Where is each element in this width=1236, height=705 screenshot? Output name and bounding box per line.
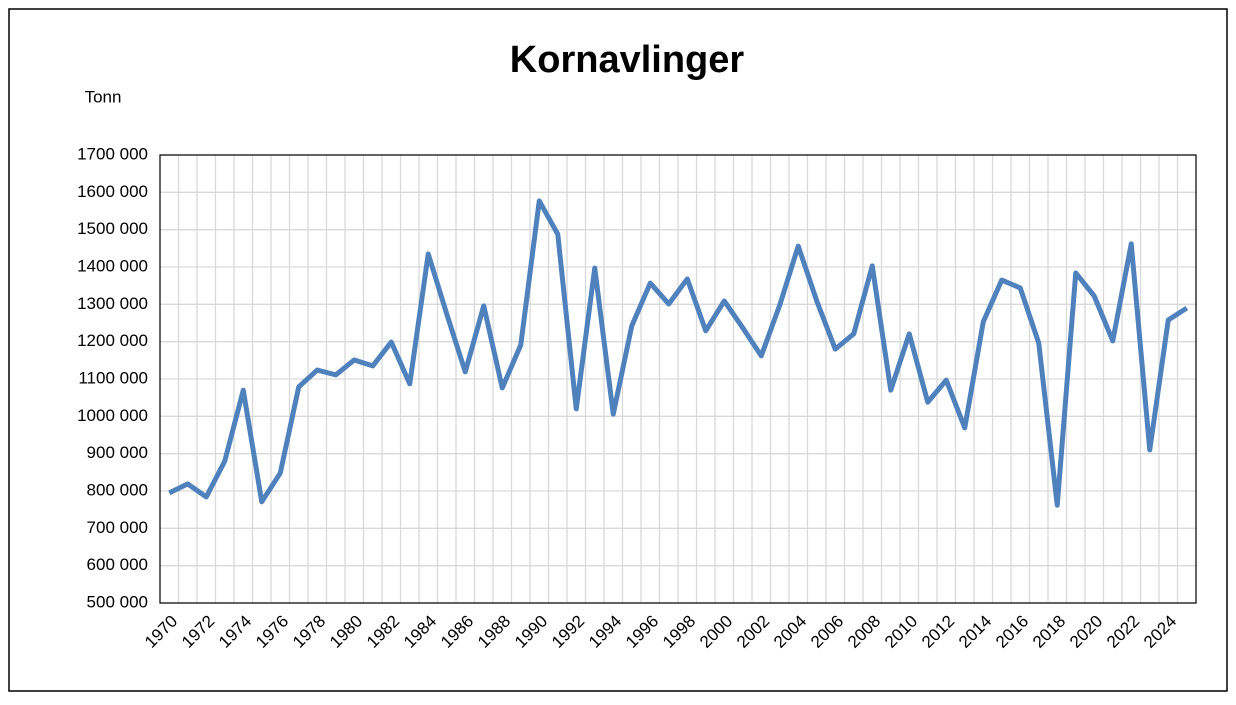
y-tick-label: 700 000: [87, 518, 148, 537]
y-tick-label: 1500 000: [77, 219, 148, 238]
chart-frame: [8, 8, 1228, 692]
y-tick-label: 1400 000: [77, 256, 148, 275]
y-tick-label: 1300 000: [77, 294, 148, 313]
y-tick-label: 1200 000: [77, 331, 148, 350]
y-tick-label: 1700 000: [77, 144, 148, 163]
y-tick-label: 1000 000: [77, 406, 148, 425]
y-tick-label: 800 000: [87, 480, 148, 499]
y-tick-label: 600 000: [87, 555, 148, 574]
y-tick-label: 1600 000: [77, 182, 148, 201]
y-axis-label: Tonn: [85, 87, 122, 106]
plot-border: [159, 154, 1197, 604]
chart-title: Kornavlinger: [510, 39, 745, 81]
y-tick-label: 1100 000: [78, 368, 148, 387]
y-tick-label: 900 000: [87, 443, 148, 462]
y-tick-label: 500 000: [87, 592, 148, 611]
data-line: [168, 198, 1189, 508]
